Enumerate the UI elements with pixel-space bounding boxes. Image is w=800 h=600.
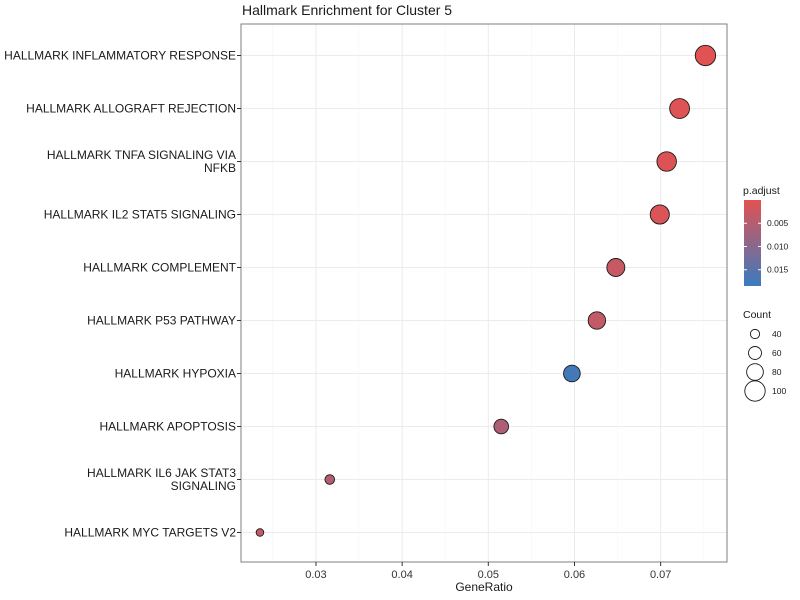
y-tick-label: HALLMARK ALLOGRAFT REJECTION (26, 102, 236, 116)
plot-panel-bg (241, 24, 727, 562)
y-tick-label: NFKB (204, 161, 236, 175)
data-point (656, 151, 677, 172)
plot-panel-border (240, 23, 728, 563)
data-point (606, 258, 626, 277)
size-legend-label: 60 (772, 348, 782, 358)
color-legend-label: 0.005 (767, 218, 789, 228)
y-tick-label: HALLMARK P53 PATHWAY (87, 314, 236, 328)
color-legend-label: 0.010 (767, 241, 789, 251)
data-points (255, 44, 717, 537)
size-legend-circle (748, 346, 762, 360)
size-legend-circle (746, 363, 764, 381)
y-tick-label: HALLMARK IL2 STAT5 SIGNALING (44, 208, 236, 222)
y-tick-label: HALLMARK MYC TARGETS V2 (64, 526, 236, 540)
color-legend-label: 0.015 (767, 265, 789, 275)
x-tick-label: 0.06 (564, 569, 585, 581)
color-legend: p.adjust 0.005 0.010 0.015 (743, 185, 789, 286)
y-tick-label: HALLMARK HYPOXIA (115, 367, 236, 381)
data-point (694, 44, 717, 67)
size-legend-circle (744, 380, 766, 402)
y-tick-label: HALLMARK COMPLEMENT (83, 261, 236, 275)
color-legend-title: p.adjust (743, 185, 780, 197)
size-legend-title: Count (743, 309, 771, 321)
size-legend-label: 40 (772, 329, 782, 339)
y-tick-label: HALLMARK INFLAMMATORY RESPONSE (4, 49, 236, 63)
y-tick-label: SIGNALING (171, 479, 236, 493)
data-point (255, 528, 265, 537)
grid-lines (241, 24, 727, 562)
x-axis-title: GeneRatio (455, 580, 513, 594)
x-tick-label: 0.05 (478, 569, 499, 581)
y-tick-label: HALLMARK IL6 JAK STAT3 (87, 466, 236, 480)
size-legend-label: 100 (772, 386, 786, 396)
size-legend-label: 80 (772, 367, 782, 377)
data-point (587, 311, 607, 330)
chart-title: Hallmark Enrichment for Cluster 5 (242, 2, 452, 18)
x-axis-ticks: 0.03 0.04 0.05 0.06 0.07 (305, 562, 671, 581)
size-legend-items: 40 60 80 100 (744, 328, 786, 402)
size-legend-circle (749, 328, 761, 340)
size-legend: Count 40 60 80 100 (743, 309, 786, 402)
data-point (324, 474, 336, 485)
data-point (649, 204, 670, 225)
data-point (493, 418, 510, 435)
y-axis-labels: HALLMARK INFLAMMATORY RESPONSE HALLMARK A… (4, 49, 241, 540)
data-point (669, 98, 690, 119)
color-legend-bar (744, 200, 761, 286)
y-tick-label: HALLMARK TNFA SIGNALING VIA (47, 148, 236, 162)
y-tick-label: HALLMARK APOPTOSIS (100, 420, 237, 434)
x-tick-label: 0.07 (650, 569, 671, 581)
x-tick-label: 0.04 (391, 569, 412, 581)
color-legend-ticks: 0.005 0.010 0.015 (744, 218, 789, 275)
x-tick-label: 0.03 (305, 569, 326, 581)
data-point (563, 364, 581, 383)
